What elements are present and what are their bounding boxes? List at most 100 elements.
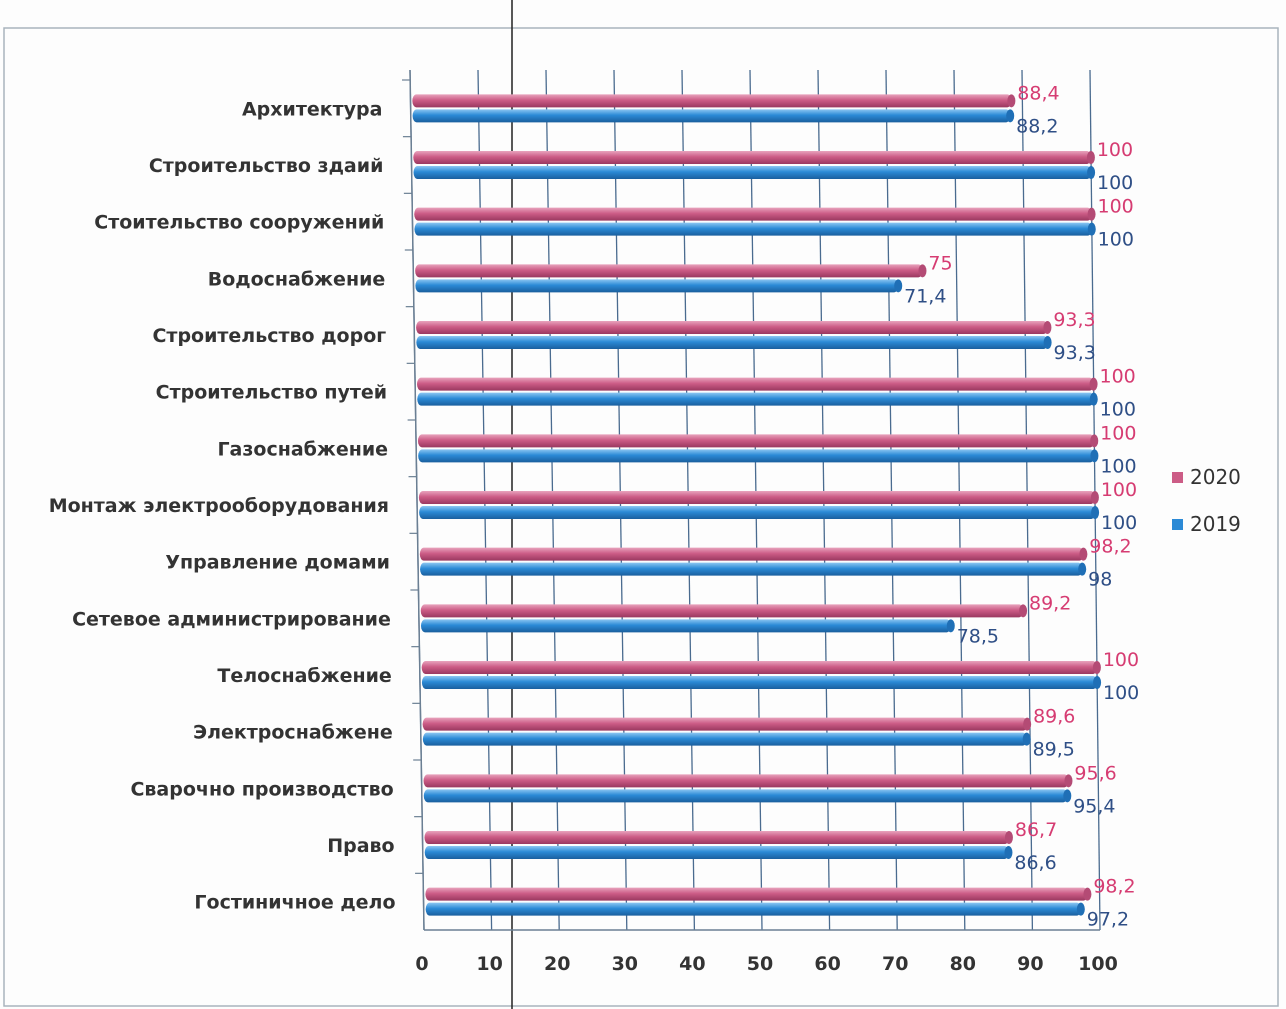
data-label-2020: 86,7 bbox=[1015, 819, 1057, 841]
data-label-2020: 75 bbox=[928, 252, 952, 274]
data-label-2019: 98 bbox=[1088, 569, 1112, 591]
bar-2019 bbox=[423, 789, 1068, 803]
tick-label: 60 bbox=[814, 953, 840, 975]
category-label: Сетевое администрирование bbox=[72, 608, 391, 630]
category-labels: Архитектура Строительство здаий Стоительст… bbox=[49, 98, 396, 913]
bar-2020 bbox=[417, 377, 1094, 391]
bar-2019-cap bbox=[1006, 109, 1015, 123]
category-label: Сварочно производство bbox=[130, 778, 393, 800]
bar-2019-cap bbox=[1093, 676, 1102, 689]
bar-2019 bbox=[425, 902, 1081, 916]
bar-2019 bbox=[421, 676, 1098, 689]
bar-2020-cap bbox=[1007, 94, 1016, 108]
data-label-2020: 89,6 bbox=[1033, 706, 1075, 728]
bar-2020-cap bbox=[1004, 831, 1013, 844]
bar-2019-cap bbox=[1022, 732, 1031, 746]
bar-2020 bbox=[422, 717, 1028, 731]
data-label-2019: 100 bbox=[1100, 399, 1136, 421]
category-label: Архитектура bbox=[242, 98, 383, 120]
bar-2019 bbox=[414, 222, 1092, 236]
data-label-2020: 100 bbox=[1098, 196, 1134, 218]
legend-swatch-2019 bbox=[1172, 519, 1183, 530]
bar-2020-cap bbox=[1090, 434, 1099, 448]
data-label-2020: 100 bbox=[1100, 366, 1136, 388]
data-label-2019: 78,5 bbox=[957, 625, 999, 647]
bar-2019-cap bbox=[946, 619, 955, 633]
bar-2020 bbox=[421, 661, 1097, 674]
tick-label: 100 bbox=[1078, 953, 1118, 975]
bar-2019-cap bbox=[1090, 449, 1099, 463]
bar-2020 bbox=[420, 604, 1024, 618]
bar-2019 bbox=[418, 449, 1095, 463]
tick-label: 90 bbox=[1017, 953, 1043, 975]
legend: 2020 2019 bbox=[1172, 465, 1241, 536]
data-label-2019: 100 bbox=[1101, 512, 1137, 534]
bar-2020 bbox=[417, 434, 1095, 448]
tick-labels: 0 10 20 30 40 50 60 70 80 90 100 bbox=[415, 953, 1117, 975]
category-label: Газоснабжение bbox=[217, 438, 388, 460]
data-label-2020: 100 bbox=[1097, 139, 1133, 161]
bar-2019-cap bbox=[1076, 902, 1085, 916]
bar-2020 bbox=[425, 887, 1088, 901]
bar-2019 bbox=[416, 336, 1048, 349]
category-label: Стоительство сооружений bbox=[94, 212, 384, 234]
bar-2020-cap bbox=[1083, 887, 1092, 901]
bar-2019-cap bbox=[1063, 789, 1072, 803]
data-label-2020: 98,2 bbox=[1093, 876, 1135, 898]
category-label: Телоснабжение bbox=[217, 665, 391, 687]
data-label-2019: 97,2 bbox=[1087, 909, 1129, 931]
bar-2019-cap bbox=[1087, 166, 1096, 179]
bar-2019-cap bbox=[1087, 222, 1096, 236]
bar-2020 bbox=[414, 207, 1092, 221]
tick-label: 20 bbox=[544, 953, 570, 975]
legend-label-2020: 2020 bbox=[1190, 465, 1241, 489]
category-label: Монтаж электрооборудования bbox=[49, 495, 389, 517]
bar-2020-cap bbox=[1079, 547, 1088, 561]
bar-2020-cap bbox=[1019, 604, 1028, 618]
legend-swatch-2020 bbox=[1172, 472, 1183, 483]
category-label: Строительство путей bbox=[156, 382, 387, 404]
chart-frame bbox=[3, 27, 1279, 1007]
category-label: Строительство здаий bbox=[149, 155, 384, 177]
data-label-2019: 100 bbox=[1100, 455, 1136, 477]
data-label-2020: 93,3 bbox=[1053, 309, 1095, 331]
bar-2019 bbox=[419, 506, 1096, 519]
bar-2019 bbox=[415, 279, 899, 293]
category-label: Гостиничное дело bbox=[194, 892, 395, 914]
bar-2020-cap bbox=[1043, 321, 1052, 334]
bar-2020 bbox=[412, 94, 1012, 108]
bar-2020-cap bbox=[1086, 151, 1095, 164]
bar-2020 bbox=[413, 151, 1091, 164]
bar-2020-cap bbox=[1092, 661, 1101, 674]
bar-2019-cap bbox=[1091, 506, 1100, 519]
data-label-2020: 89,2 bbox=[1029, 592, 1071, 614]
bar-2020-cap bbox=[1087, 207, 1096, 221]
data-label-2020: 98,2 bbox=[1089, 536, 1131, 558]
category-label: Строительство дорог bbox=[152, 325, 386, 347]
bar-2019 bbox=[420, 562, 1083, 576]
data-label-2020: 100 bbox=[1100, 422, 1136, 444]
bar-2020-cap bbox=[1090, 491, 1099, 504]
bar-2019 bbox=[424, 846, 1009, 859]
tick-label: 0 bbox=[415, 953, 428, 975]
data-label-2019: 100 bbox=[1103, 682, 1139, 704]
bar-2020-cap bbox=[1089, 377, 1098, 391]
bar-2020-cap bbox=[918, 264, 927, 278]
data-labels: 88,488,21001001001007571,493,393,3100100… bbox=[904, 82, 1139, 930]
data-label-2020: 88,4 bbox=[1017, 82, 1059, 104]
data-label-2019: 89,5 bbox=[1033, 739, 1075, 761]
bar-2020-cap bbox=[1023, 717, 1032, 731]
bar-2020 bbox=[419, 547, 1084, 561]
data-label-2019: 95,4 bbox=[1073, 795, 1115, 817]
data-label-2019: 100 bbox=[1098, 229, 1134, 251]
tick-label: 70 bbox=[882, 953, 908, 975]
legend-label-2019: 2019 bbox=[1190, 512, 1241, 536]
data-label-2020: 100 bbox=[1103, 649, 1139, 671]
bar-2019-cap bbox=[1043, 336, 1052, 349]
bar-2019 bbox=[417, 392, 1094, 406]
category-label: Водоснабжение bbox=[208, 268, 386, 290]
bar-2020 bbox=[416, 321, 1048, 334]
category-label: Управление домами bbox=[165, 552, 390, 574]
bar-2019-cap bbox=[1089, 392, 1098, 406]
bars bbox=[412, 94, 1102, 916]
